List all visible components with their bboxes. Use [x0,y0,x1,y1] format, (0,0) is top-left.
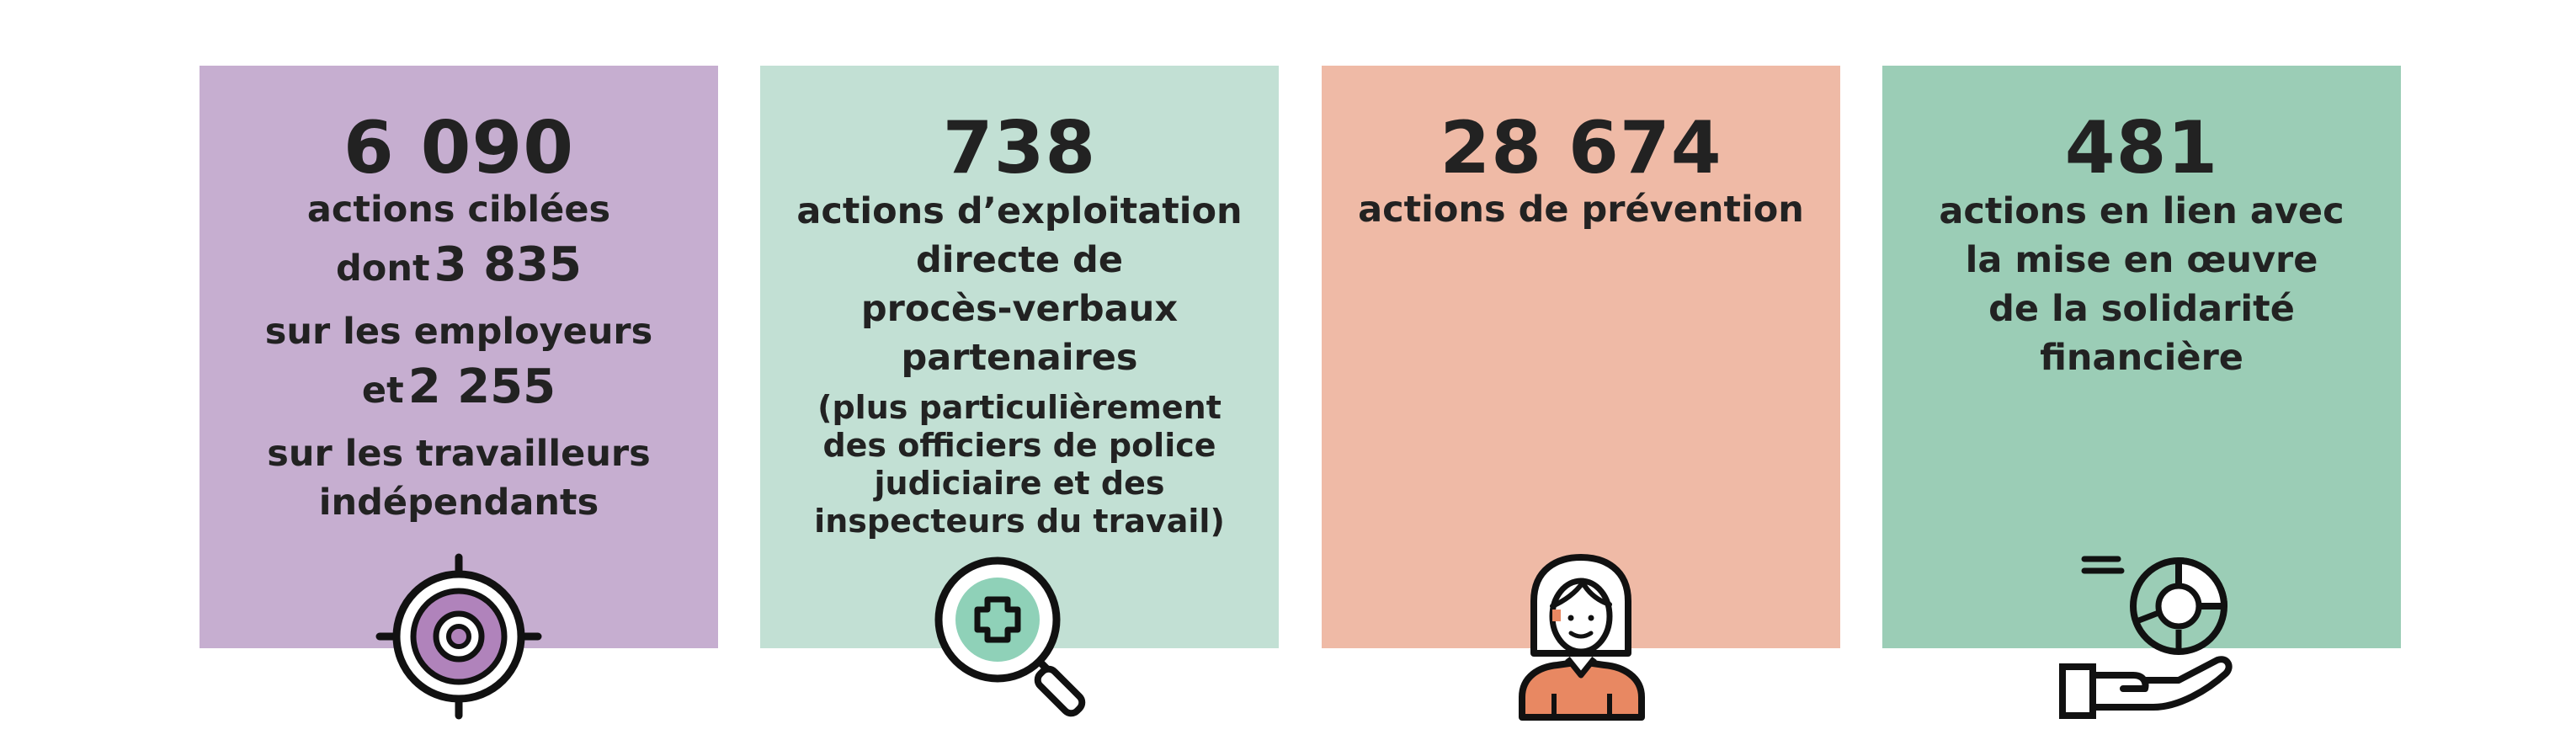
target-icon [375,553,542,720]
card-1-independents-number: 2 255 [407,359,556,414]
card-targeted-actions: 6 090 actions ciblées dont 3 835 sur les… [200,66,718,648]
card-financial-solidarity-actions: 481 actions en lien avec la mise en œuvr… [1882,66,2401,648]
card-2-number: 738 [942,106,1097,190]
card-4-number: 481 [2064,106,2219,190]
card-1-label: actions ciblées [306,189,611,231]
card-4-label-3: de la solidarité [1988,288,2295,330]
card-1-independents-label-1: sur les travailleurs [267,433,651,475]
card-1-employers-prefix: dont [336,248,430,290]
card-1-independents-label-2: indépendants [318,482,599,524]
hand-pie-chart-icon [2059,556,2233,719]
card-1-number: 6 090 [343,106,575,190]
person-icon [1519,554,1645,721]
card-2-note: (plus particulièrement des officiers de … [760,389,1279,540]
card-2-label-4: partenaires [901,337,1138,379]
card-2-note-4: inspecteurs du travail) [814,503,1225,540]
card-4-label-4: financière [2040,337,2243,379]
card-1-employers-number: 3 835 [434,237,582,292]
card-prevention-actions: 28 674 actions de prévention [1322,66,1840,648]
card-4-label-1: actions en lien avec [1939,190,2344,232]
card-2-label-2: directe de [915,239,1123,281]
card-1-independents-prefix: et [361,370,404,412]
card-2-note-2: des officiers de police [822,427,1216,464]
card-1-employers-line: dont 3 835 [200,234,718,307]
card-1-independents-line: et 2 255 [200,356,718,429]
card-2-label-1: actions d’exploitation [796,190,1243,232]
card-3-label: actions de prévention [1358,189,1804,231]
magnifier-plus-icon [934,556,1086,717]
card-4-label-2: la mise en œuvre [1965,239,2318,281]
card-2-label-3: procès-verbaux [860,288,1179,330]
card-2-note-1: (plus particulièrement [817,389,1221,426]
card-3-number: 28 674 [1440,106,1722,190]
card-2-note-3: judiciaire et des [874,465,1165,502]
card-1-employers-label: sur les employeurs [264,311,653,353]
card-report-actions: 738 actions d’exploitation directe de pr… [760,66,1279,648]
